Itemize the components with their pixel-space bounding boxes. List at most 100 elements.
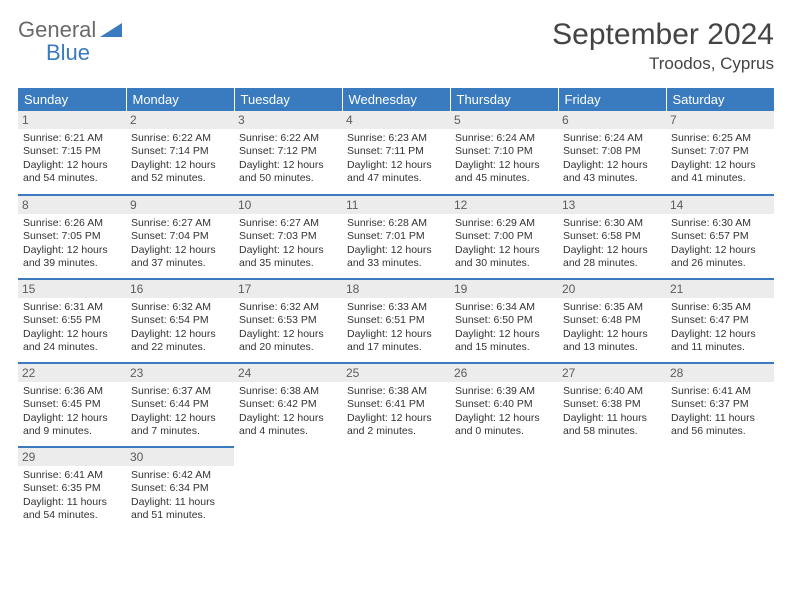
calendar-cell: 5 Sunrise: 6:24 AMSunset: 7:10 PMDaylight… — [450, 111, 558, 195]
calendar-cell: 27 Sunrise: 6:40 AMSunset: 6:38 PMDayligh… — [558, 363, 666, 447]
weekday-header: Monday — [126, 88, 234, 111]
calendar-cell: 22 Sunrise: 6:36 AMSunset: 6:45 PMDayligh… — [18, 363, 126, 447]
day-info: Sunrise: 6:41 AMSunset: 6:35 PMDaylight:… — [23, 469, 121, 523]
calendar-cell: 28 Sunrise: 6:41 AMSunset: 6:37 PMDayligh… — [666, 363, 774, 447]
day-number: 18 — [342, 280, 450, 298]
logo-text-1: General — [18, 18, 96, 41]
weekday-header: Sunday — [18, 88, 126, 111]
calendar-cell: 26 Sunrise: 6:39 AMSunset: 6:40 PMDayligh… — [450, 363, 558, 447]
day-info: Sunrise: 6:39 AMSunset: 6:40 PMDaylight:… — [455, 385, 553, 439]
calendar-cell: 11 Sunrise: 6:28 AMSunset: 7:01 PMDayligh… — [342, 195, 450, 279]
day-number: 28 — [666, 364, 774, 382]
weekday-header: Tuesday — [234, 88, 342, 111]
day-info: Sunrise: 6:24 AMSunset: 7:10 PMDaylight:… — [455, 132, 553, 186]
calendar-cell: 13 Sunrise: 6:30 AMSunset: 6:58 PMDayligh… — [558, 195, 666, 279]
calendar-cell: 3Sunrise: 6:22 AMSunset: 7:12 PMDaylight… — [234, 111, 342, 195]
day-info: Sunrise: 6:35 AMSunset: 6:47 PMDaylight:… — [671, 301, 769, 355]
day-info: Sunrise: 6:35 AMSunset: 6:48 PMDaylight:… — [563, 301, 661, 355]
calendar-cell: 25Sunrise: 6:38 AMSunset: 6:41 PMDayligh… — [342, 363, 450, 447]
day-info: Sunrise: 6:29 AMSunset: 7:00 PMDaylight:… — [455, 217, 553, 271]
calendar-cell: 21Sunrise: 6:35 AMSunset: 6:47 PMDayligh… — [666, 279, 774, 363]
logo-text-2: Blue — [46, 41, 122, 64]
day-info: Sunrise: 6:38 AMSunset: 6:42 PMDaylight:… — [239, 385, 337, 439]
day-info: Sunrise: 6:22 AMSunset: 7:14 PMDaylight:… — [131, 132, 229, 186]
day-info: Sunrise: 6:30 AMSunset: 6:58 PMDaylight:… — [563, 217, 661, 271]
calendar-cell: 8 Sunrise: 6:26 AMSunset: 7:05 PMDaylight… — [18, 195, 126, 279]
day-info: Sunrise: 6:28 AMSunset: 7:01 PMDaylight:… — [347, 217, 445, 271]
month-title: September 2024 — [552, 18, 774, 52]
day-info: Sunrise: 6:33 AMSunset: 6:51 PMDaylight:… — [347, 301, 445, 355]
day-number: 5 — [450, 111, 558, 129]
day-number: 19 — [450, 280, 558, 298]
calendar-cell: 12 Sunrise: 6:29 AMSunset: 7:00 PMDayligh… — [450, 195, 558, 279]
day-info: Sunrise: 6:26 AMSunset: 7:05 PMDaylight:… — [23, 217, 121, 271]
day-info: Sunrise: 6:32 AMSunset: 6:53 PMDaylight:… — [239, 301, 337, 355]
day-info: Sunrise: 6:24 AMSunset: 7:08 PMDaylight:… — [563, 132, 661, 186]
day-number: 15 — [18, 280, 126, 298]
calendar-cell: 9 Sunrise: 6:27 AMSunset: 7:04 PMDaylight… — [126, 195, 234, 279]
calendar-cell: 19 Sunrise: 6:34 AMSunset: 6:50 PMDayligh… — [450, 279, 558, 363]
day-info: Sunrise: 6:34 AMSunset: 6:50 PMDaylight:… — [455, 301, 553, 355]
day-number: 16 — [126, 280, 234, 298]
day-info: Sunrise: 6:30 AMSunset: 6:57 PMDaylight:… — [671, 217, 769, 271]
day-number: 14 — [666, 196, 774, 214]
calendar-cell: 17 Sunrise: 6:32 AMSunset: 6:53 PMDayligh… — [234, 279, 342, 363]
day-number: 8 — [18, 196, 126, 214]
calendar-cell — [450, 447, 558, 531]
calendar-cell: 2 Sunrise: 6:22 AMSunset: 7:14 PMDaylight… — [126, 111, 234, 195]
logo: General Blue — [18, 18, 122, 64]
calendar-cell: 7 Sunrise: 6:25 AMSunset: 7:07 PMDaylight… — [666, 111, 774, 195]
day-info: Sunrise: 6:27 AMSunset: 7:03 PMDaylight:… — [239, 217, 337, 271]
weekday-header: Thursday — [450, 88, 558, 111]
calendar-cell — [558, 447, 666, 531]
day-info: Sunrise: 6:42 AMSunset: 6:34 PMDaylight:… — [131, 469, 229, 523]
day-number: 4 — [342, 111, 450, 129]
day-info: Sunrise: 6:36 AMSunset: 6:45 PMDaylight:… — [23, 385, 121, 439]
day-number: 23 — [126, 364, 234, 382]
day-info: Sunrise: 6:25 AMSunset: 7:07 PMDaylight:… — [671, 132, 769, 186]
calendar-cell: 29 Sunrise: 6:41 AMSunset: 6:35 PMDayligh… — [18, 447, 126, 531]
day-info: Sunrise: 6:41 AMSunset: 6:37 PMDaylight:… — [671, 385, 769, 439]
day-number: 1 — [18, 111, 126, 129]
day-info: Sunrise: 6:32 AMSunset: 6:54 PMDaylight:… — [131, 301, 229, 355]
day-number: 9 — [126, 196, 234, 214]
weekday-header: Wednesday — [342, 88, 450, 111]
day-number: 7 — [666, 111, 774, 129]
calendar-head: SundayMondayTuesdayWednesdayThursdayFrid… — [18, 88, 774, 111]
calendar-cell: 1 Sunrise: 6:21 AMSunset: 7:15 PMDaylight… — [18, 111, 126, 195]
logo-triangle-icon — [100, 18, 122, 41]
calendar-cell: 15 Sunrise: 6:31 AMSunset: 6:55 PMDayligh… — [18, 279, 126, 363]
day-number: 12 — [450, 196, 558, 214]
calendar-cell: 18 Sunrise: 6:33 AMSunset: 6:51 PMDayligh… — [342, 279, 450, 363]
calendar-cell: 30 Sunrise: 6:42 AMSunset: 6:34 PMDayligh… — [126, 447, 234, 531]
day-info: Sunrise: 6:31 AMSunset: 6:55 PMDaylight:… — [23, 301, 121, 355]
day-number: 26 — [450, 364, 558, 382]
day-number: 30 — [126, 448, 234, 466]
day-number: 29 — [18, 448, 126, 466]
day-number: 17 — [234, 280, 342, 298]
calendar-cell: 4 Sunrise: 6:23 AMSunset: 7:11 PMDaylight… — [342, 111, 450, 195]
calendar-cell: 16 Sunrise: 6:32 AMSunset: 6:54 PMDayligh… — [126, 279, 234, 363]
day-number: 11 — [342, 196, 450, 214]
calendar-cell — [342, 447, 450, 531]
day-info: Sunrise: 6:21 AMSunset: 7:15 PMDaylight:… — [23, 132, 121, 186]
day-info: Sunrise: 6:40 AMSunset: 6:38 PMDaylight:… — [563, 385, 661, 439]
header: General Blue September 2024 Troodos, Cyp… — [18, 18, 774, 74]
day-info: Sunrise: 6:22 AMSunset: 7:12 PMDaylight:… — [239, 132, 337, 186]
day-number: 24 — [234, 364, 342, 382]
day-info: Sunrise: 6:23 AMSunset: 7:11 PMDaylight:… — [347, 132, 445, 186]
day-number: 10 — [234, 196, 342, 214]
day-number: 20 — [558, 280, 666, 298]
calendar-cell: 6Sunrise: 6:24 AMSunset: 7:08 PMDaylight… — [558, 111, 666, 195]
location: Troodos, Cyprus — [552, 54, 774, 74]
calendar-cell: 23Sunrise: 6:37 AMSunset: 6:44 PMDayligh… — [126, 363, 234, 447]
day-info: Sunrise: 6:27 AMSunset: 7:04 PMDaylight:… — [131, 217, 229, 271]
calendar-cell — [234, 447, 342, 531]
day-number: 27 — [558, 364, 666, 382]
day-number: 22 — [18, 364, 126, 382]
day-number: 2 — [126, 111, 234, 129]
calendar-cell: 20 Sunrise: 6:35 AMSunset: 6:48 PMDayligh… — [558, 279, 666, 363]
day-number: 13 — [558, 196, 666, 214]
weekday-header: Friday — [558, 88, 666, 111]
calendar-cell: 24 Sunrise: 6:38 AMSunset: 6:42 PMDayligh… — [234, 363, 342, 447]
